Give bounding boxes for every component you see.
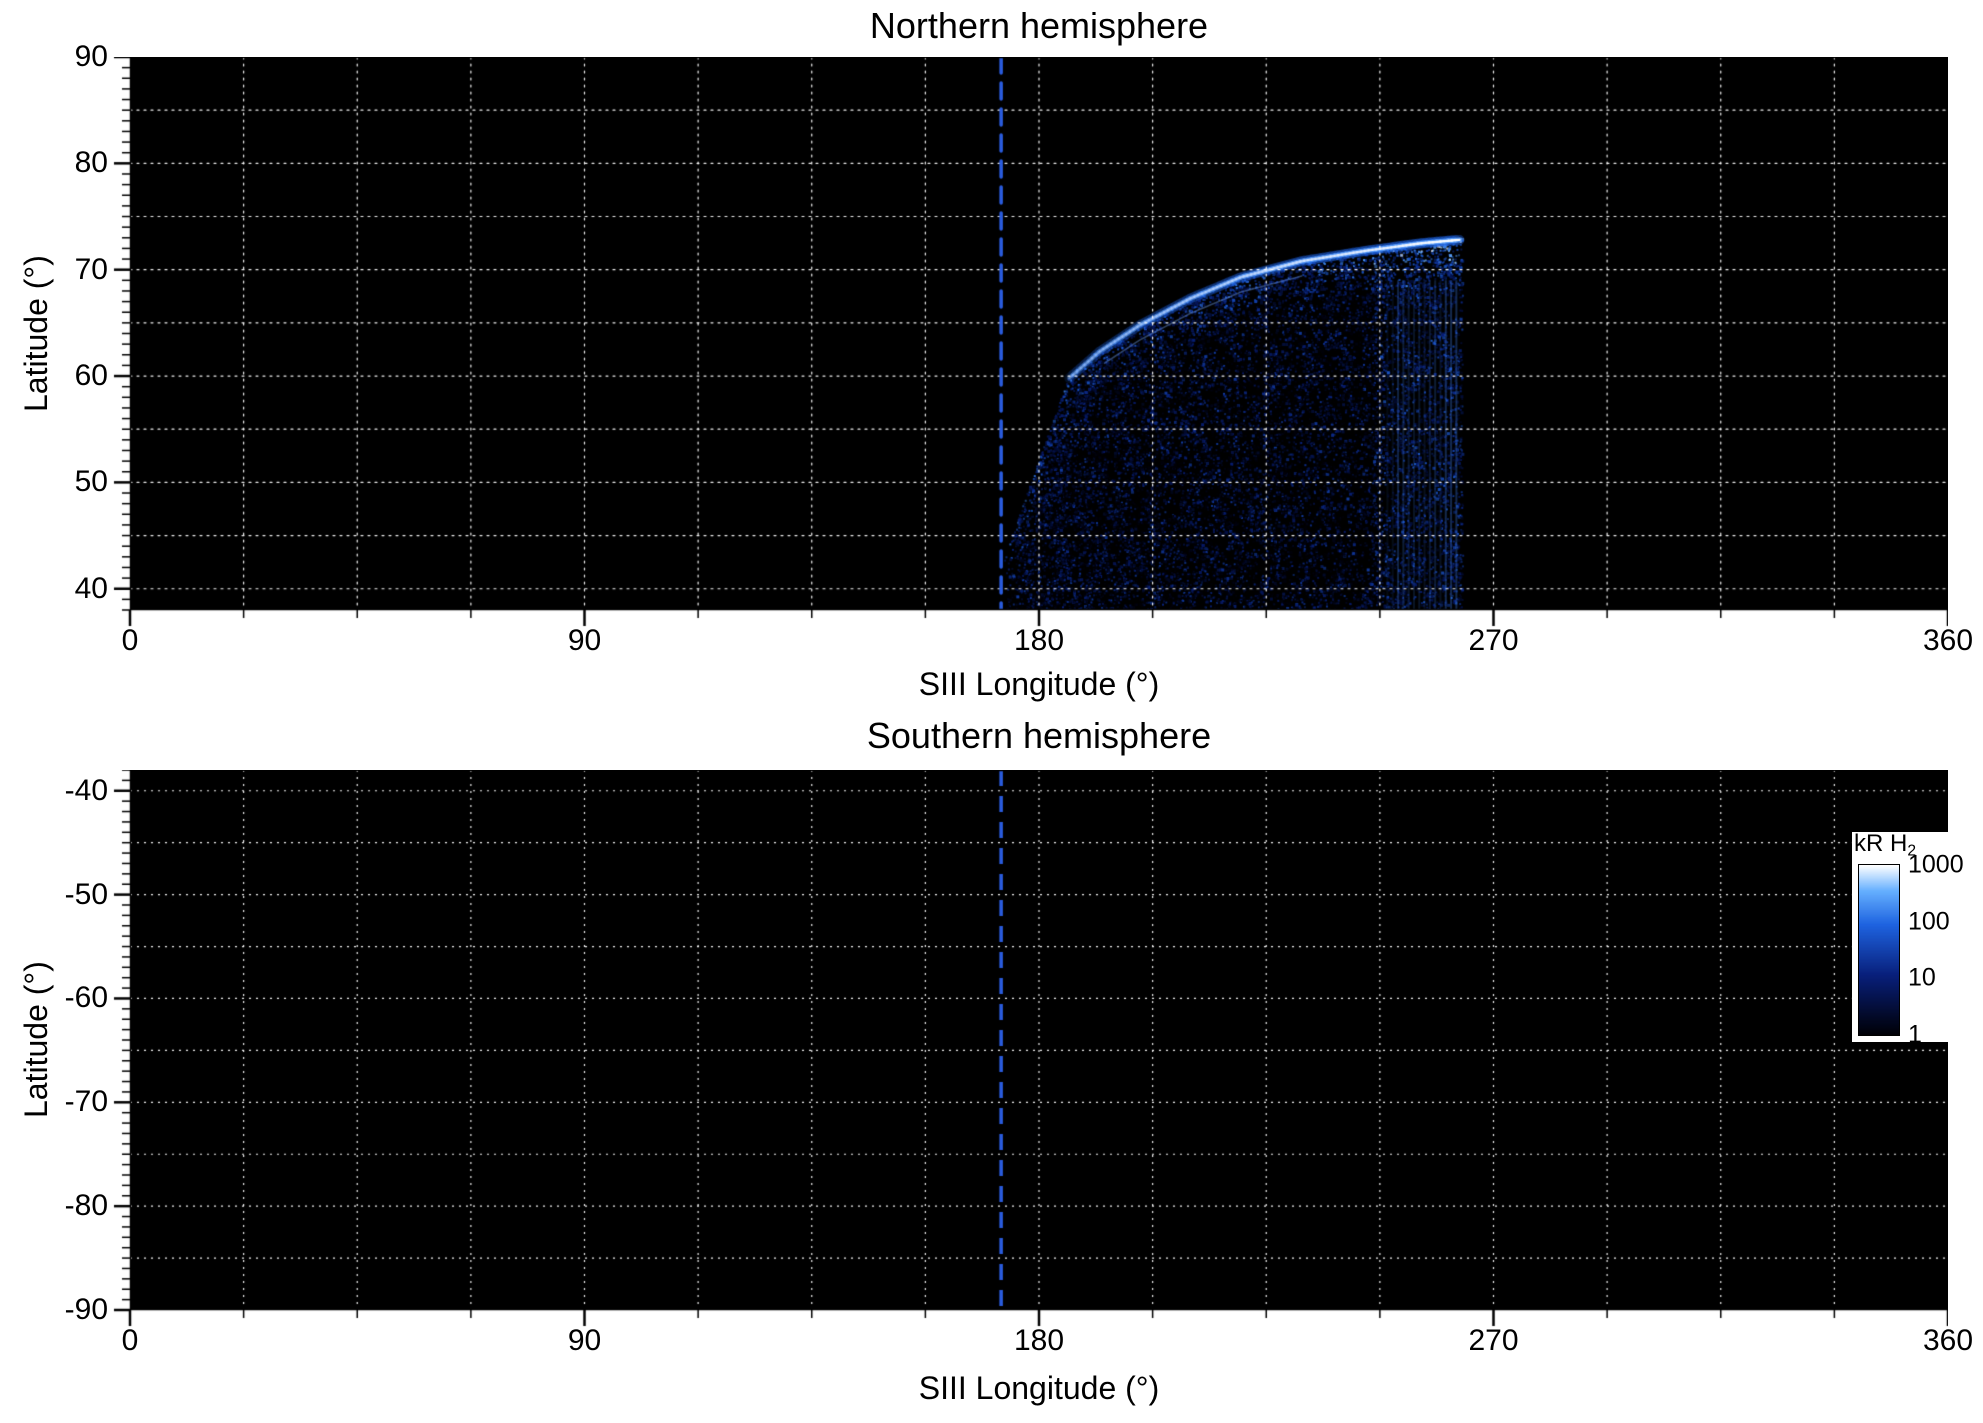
colorbar-title-subscript: 2 <box>1907 842 1917 860</box>
x-axis-label-south: SIII Longitude (°) <box>918 1370 1160 1406</box>
y-tick-label: -70 <box>64 1085 108 1119</box>
x-tick-label: 180 <box>1013 624 1065 657</box>
panel-title-north: Northern hemisphere <box>869 5 1209 46</box>
colorbar-tick-label: 10 <box>1908 963 1936 992</box>
x-axis-label-north: SIII Longitude (°) <box>918 666 1160 702</box>
y-tick-label: -40 <box>64 773 108 807</box>
x-tick-label: 270 <box>1468 1324 1519 1357</box>
y-tick-label: -90 <box>64 1293 108 1326</box>
x-tick-label: 180 <box>1013 1324 1065 1357</box>
x-tick-label: 360 <box>1922 1324 1974 1357</box>
plot-area-north <box>104 57 1948 636</box>
colorbar-tick-label: 1 <box>1908 1020 1922 1049</box>
x-tick-label: 360 <box>1922 624 1974 657</box>
y-tick-label: 50 <box>74 465 108 499</box>
y-tick-label: -80 <box>64 1189 108 1223</box>
x-tick-label: 90 <box>567 624 602 657</box>
colorbar-gradient <box>1858 864 1900 1036</box>
y-axis-label-north: Latitude (°) <box>18 255 54 412</box>
colorbar-tick-label: 1000 <box>1908 850 1964 879</box>
y-tick-label: 60 <box>74 359 108 393</box>
y-tick-label: -50 <box>64 877 108 911</box>
x-tick-label: 270 <box>1468 624 1519 657</box>
y-tick-label: 90 <box>74 40 108 73</box>
colorbar-tick-label: 100 <box>1908 907 1950 936</box>
y-axis-label-south: Latitude (°) <box>18 961 54 1119</box>
y-tick-label: -60 <box>64 981 108 1015</box>
y-tick-label: 40 <box>74 571 108 605</box>
colorbar: kR H2 1000 100 10 1 <box>1852 832 1978 1047</box>
y-tick-label: 70 <box>74 252 108 286</box>
y-tick-label: 80 <box>74 146 108 180</box>
plot-area-south <box>104 770 1948 1336</box>
panel-title-south: Southern hemisphere <box>866 715 1212 756</box>
x-tick-label: 90 <box>567 1324 602 1357</box>
x-tick-label: 0 <box>121 624 139 657</box>
colorbar-title-text: kR H <box>1854 830 1908 857</box>
colorbar-title: kR H2 <box>1854 832 1916 859</box>
x-tick-label: 0 <box>121 1324 139 1357</box>
